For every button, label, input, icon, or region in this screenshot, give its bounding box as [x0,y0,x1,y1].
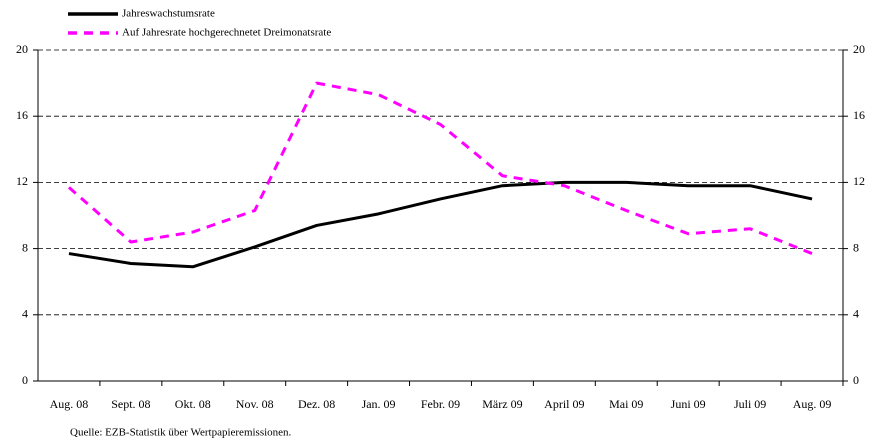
x-tick-label: Aug. 09 [793,397,832,411]
x-tick-label: Jan. 09 [362,397,396,411]
x-tick-label: Dez. 08 [298,397,335,411]
y2-tick-label: 20 [853,42,865,56]
legend-label: Auf Jahresrate hochgerechnetet Dreimonat… [122,27,331,39]
y2-tick-label: 16 [853,108,865,122]
y2-tick-label: 4 [853,307,859,321]
legend-label: Jahreswachstumsrate [122,8,215,20]
x-tick-label: Sept. 08 [111,397,150,411]
y-tick-label: 16 [16,108,28,122]
y2-tick-label: 12 [853,174,865,188]
y-tick-label: 8 [22,240,28,254]
series-line [68,180,813,269]
x-tick-label: Febr. 09 [421,397,460,411]
source-note: Quelle: EZB-Statistik über Wertpapieremi… [70,427,292,439]
x-tick-label: Nov. 08 [236,397,274,411]
x-tick-label: März 09 [482,397,522,411]
x-tick-label: Juli 09 [734,397,766,411]
x-tick-label: Okt. 08 [175,397,211,411]
legend: Jahreswachstumsrate Auf Jahresrate hochge… [68,8,331,39]
y2-tick-label: 0 [853,373,859,387]
y-tick-label: 0 [22,373,28,387]
x-tick-label: Juni 09 [671,397,706,411]
y-tick-label: 20 [16,42,28,56]
y-tick-label: 12 [16,174,28,188]
x-tick-label: Mai 09 [609,397,643,411]
x-tick-label: April 09 [544,397,584,411]
y-tick-label: 4 [22,307,28,321]
x-tick-label: Aug. 08 [50,397,89,411]
series-line [67,81,813,255]
y2-tick-label: 8 [853,240,859,254]
